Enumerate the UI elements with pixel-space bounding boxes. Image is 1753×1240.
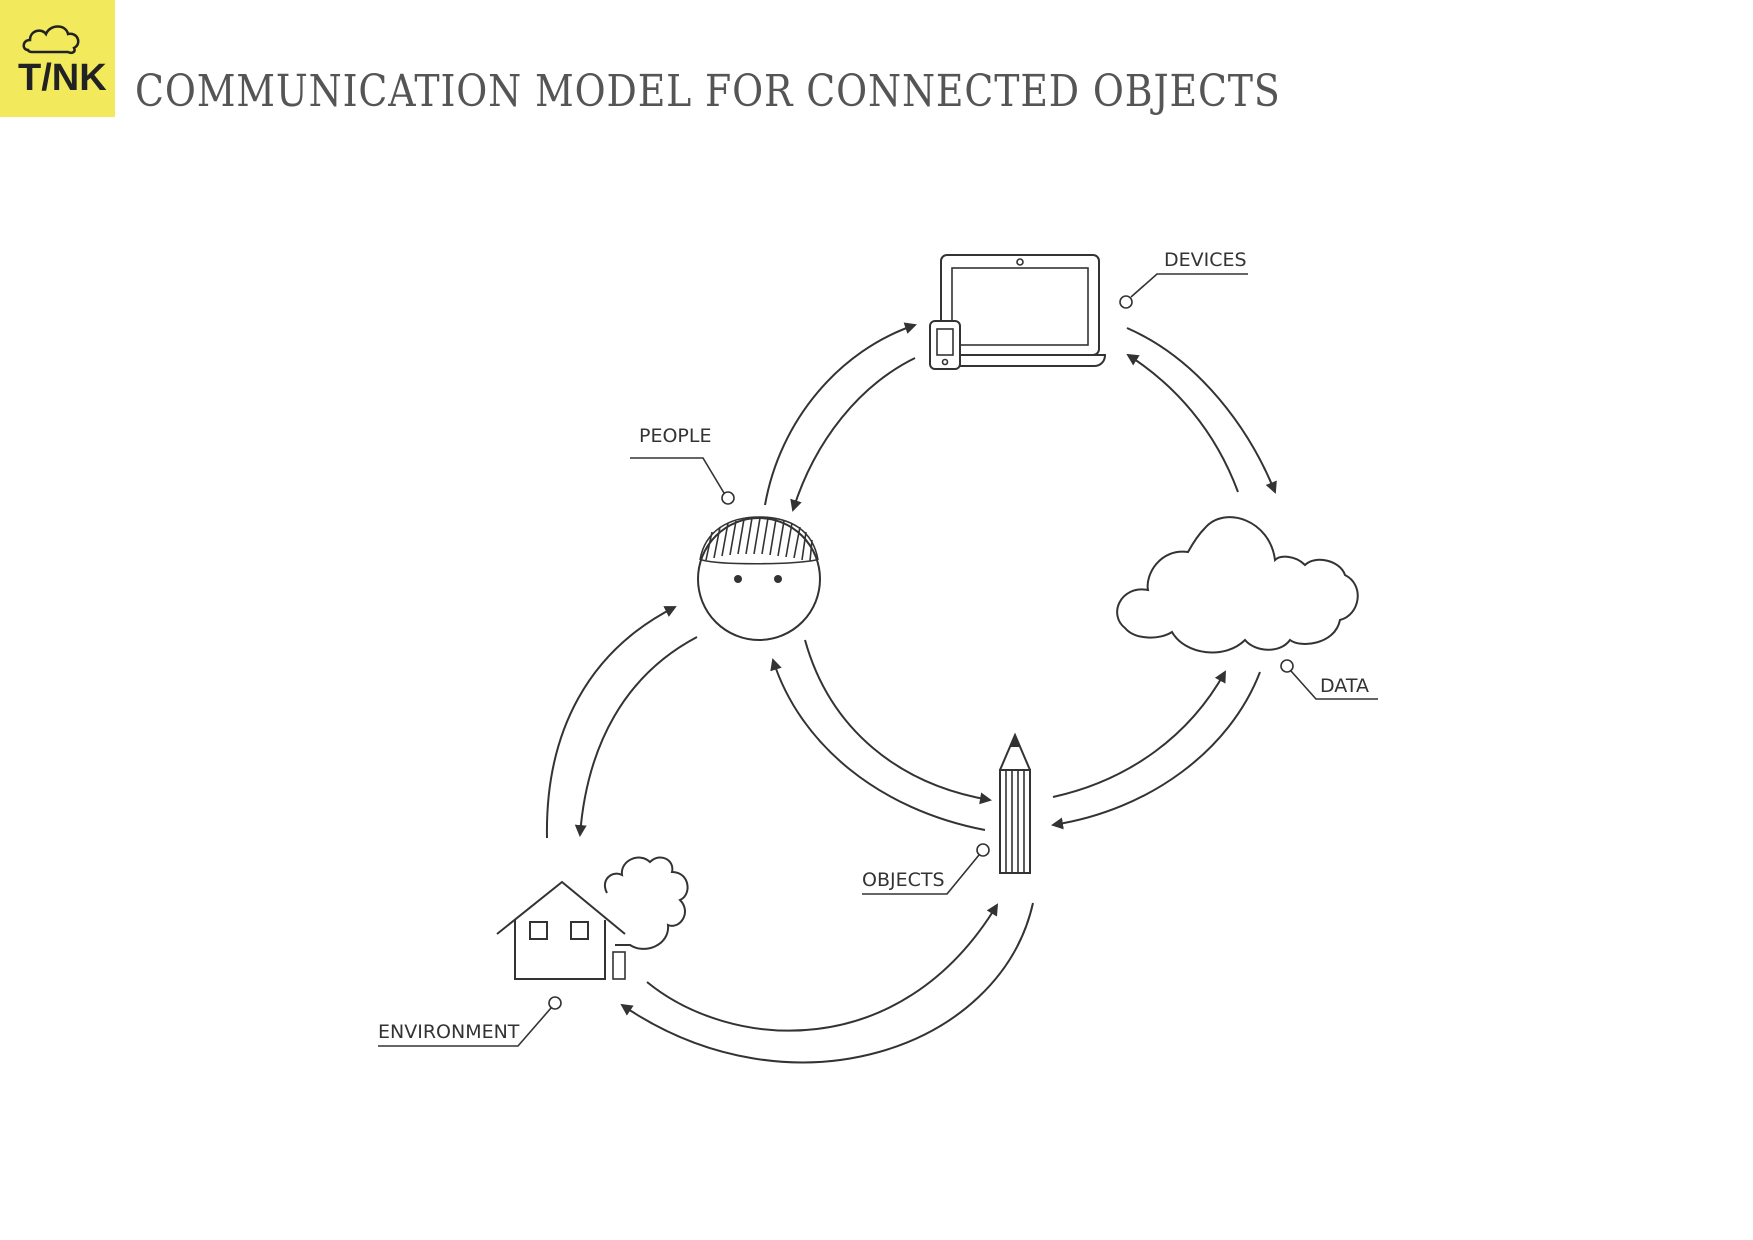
devices-label: DEVICES bbox=[1164, 249, 1247, 271]
arrow-environment-to-objects bbox=[646, 903, 999, 1032]
page-title: COMMUNICATION MODEL FOR CONNECTED OBJECT… bbox=[135, 66, 1281, 117]
environment-node: ENVIRONMENT bbox=[378, 856, 689, 1047]
arrow-data-to-devices bbox=[1126, 353, 1239, 493]
objects-label: OBJECTS bbox=[862, 869, 945, 891]
face-icon bbox=[697, 516, 821, 641]
objects-node: OBJECTS bbox=[862, 732, 1031, 895]
connection-people-devices bbox=[764, 322, 917, 512]
arrow-environment-to-people bbox=[545, 606, 677, 839]
devices-node: DEVICES bbox=[929, 249, 1248, 370]
connection-people-environment bbox=[545, 606, 698, 839]
arrow-objects-to-people bbox=[770, 658, 986, 831]
people-node: PEOPLE bbox=[630, 425, 821, 641]
logo-cloud-icon: T/NK bbox=[18, 25, 107, 99]
cloud-icon bbox=[1116, 516, 1359, 654]
connection-objects-environment bbox=[620, 902, 1034, 1064]
arrow-people-to-devices bbox=[764, 322, 917, 506]
environment-label: ENVIRONMENT bbox=[378, 1021, 520, 1043]
people-callout: PEOPLE bbox=[630, 425, 735, 505]
data-label: DATA bbox=[1320, 675, 1369, 697]
data-callout: DATA bbox=[1280, 659, 1378, 700]
arrow-devices-to-people bbox=[790, 357, 916, 512]
pencil-icon bbox=[999, 732, 1031, 874]
house-tree-icon bbox=[496, 856, 689, 980]
arrow-people-to-objects bbox=[804, 639, 992, 805]
arrow-devices-to-data bbox=[1126, 327, 1277, 494]
logo-text: T/NK bbox=[18, 57, 107, 99]
objects-callout: OBJECTS bbox=[862, 843, 990, 895]
arrow-objects-to-environment bbox=[620, 902, 1034, 1064]
tink-logo: T/NK bbox=[0, 0, 115, 117]
arrow-people-to-environment bbox=[574, 636, 698, 837]
data-node: DATA bbox=[1116, 516, 1378, 700]
connection-data-objects bbox=[1051, 670, 1261, 830]
connection-devices-data bbox=[1126, 327, 1277, 494]
devices-callout: DEVICES bbox=[1119, 249, 1248, 309]
connection-people-objects bbox=[770, 639, 992, 831]
arrow-objects-to-data bbox=[1052, 670, 1226, 798]
arrow-data-to-objects bbox=[1051, 671, 1261, 830]
people-label: PEOPLE bbox=[639, 425, 711, 447]
laptop-phone-icon bbox=[929, 254, 1107, 370]
environment-callout: ENVIRONMENT bbox=[378, 996, 562, 1047]
